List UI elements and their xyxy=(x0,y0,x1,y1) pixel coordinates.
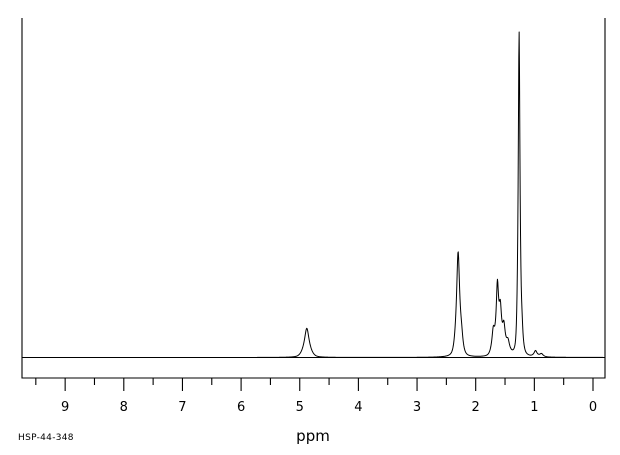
axis-tick-label: 0 xyxy=(589,400,597,415)
axis-tick-label: 6 xyxy=(237,400,245,415)
axis-tick-label: 9 xyxy=(61,400,69,415)
axis-tick-label: 2 xyxy=(472,400,480,415)
x-axis-title: ppm xyxy=(296,427,330,445)
axis-tick-group xyxy=(35,378,594,391)
axis-tick-label: 7 xyxy=(178,400,186,415)
axis-tick-label-group: 9 8 7 6 5 4 3 2 1 0 xyxy=(61,400,597,415)
axis-tick-label: 4 xyxy=(354,400,362,415)
sample-id-label: HSP-44-348 xyxy=(18,433,74,443)
axis-tick-label: 5 xyxy=(296,400,304,415)
plot-frame xyxy=(21,18,606,379)
axis-tick-label: 8 xyxy=(120,400,128,415)
spectrum-trace xyxy=(22,31,605,358)
axis-tick-label: 3 xyxy=(413,400,421,415)
axis-tick-label: 1 xyxy=(530,400,538,415)
